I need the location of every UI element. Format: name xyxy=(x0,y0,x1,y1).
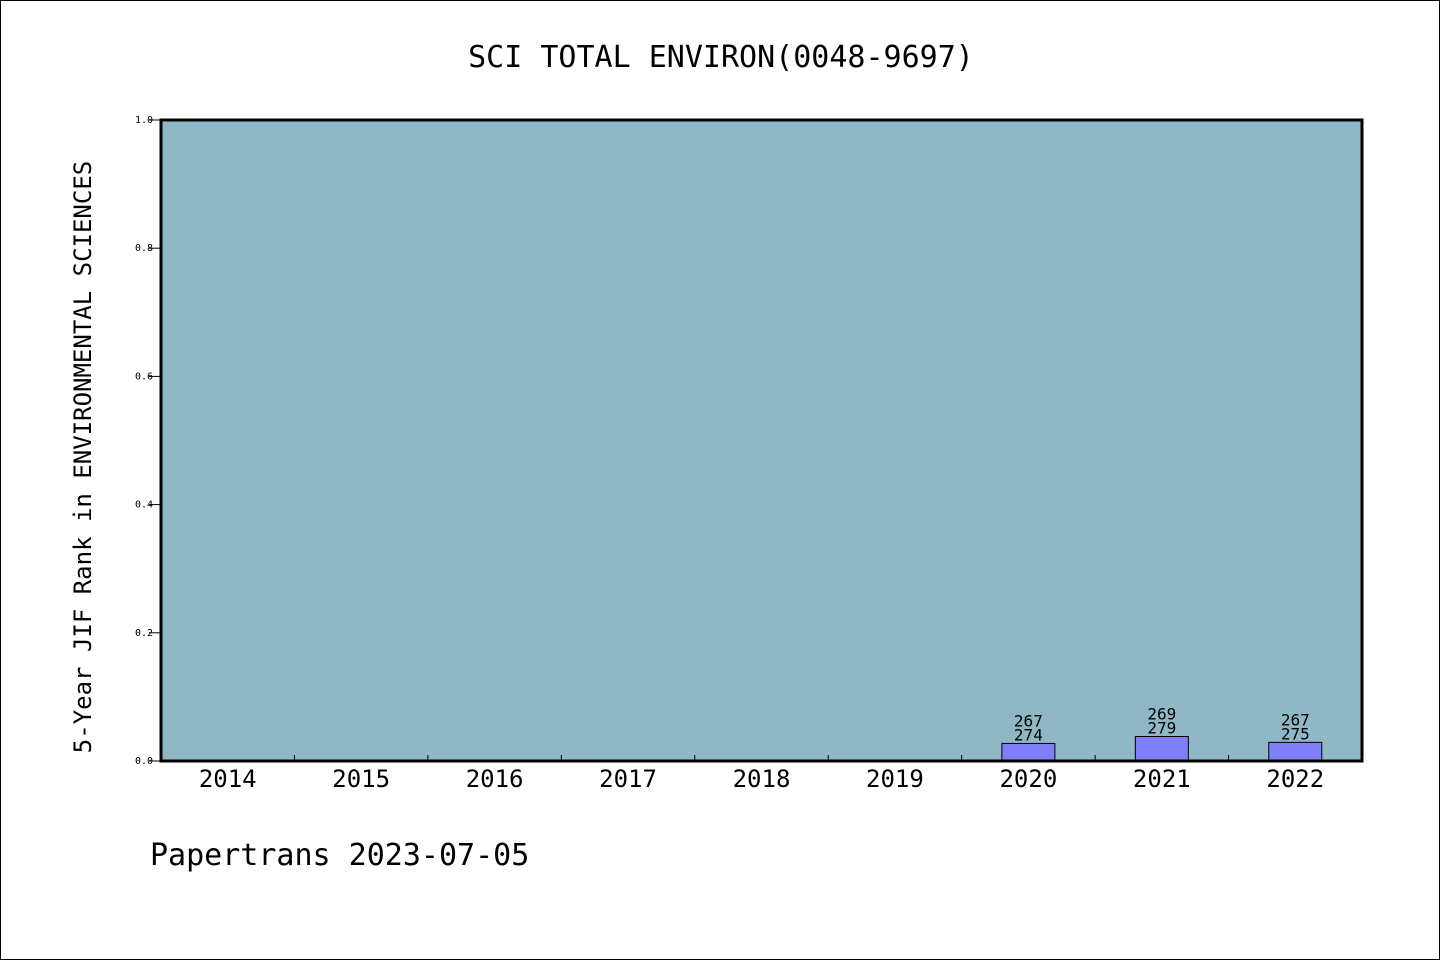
x-tick-label: 2018 xyxy=(733,765,791,793)
x-tick-label: 2022 xyxy=(1266,765,1324,793)
bar-label-rank: 269 xyxy=(1147,705,1176,724)
bar-label-total: 274 xyxy=(1014,725,1043,744)
plot-area xyxy=(161,120,1362,761)
x-tick-label: 2014 xyxy=(199,765,257,793)
y-tick-label: 0.2 xyxy=(135,628,153,639)
bar-2022 xyxy=(1268,741,1323,762)
y-tick-label: 0.6 xyxy=(135,371,153,382)
chart-title: SCI TOTAL ENVIRON(0048-9697) xyxy=(468,40,974,75)
y-tick-label: 0.0 xyxy=(135,756,153,767)
y-axis-label: 5-Year JIF Rank in ENVIRONMENTAL SCIENCE… xyxy=(69,161,97,753)
x-tick-label: 2015 xyxy=(332,765,390,793)
footer-credit: Papertrans 2023-07-05 xyxy=(150,838,529,873)
y-tick-label: 0.8 xyxy=(135,243,153,254)
x-tick-label: 2020 xyxy=(999,765,1057,793)
bar-label-total: 275 xyxy=(1281,724,1310,743)
bar-label-rank: 267 xyxy=(1014,711,1043,730)
bar-label-rank: 267 xyxy=(1281,710,1310,729)
plot-frame xyxy=(159,118,1364,763)
bar-2021 xyxy=(1134,736,1189,762)
y-tick-label: 0.4 xyxy=(135,500,153,511)
x-tick-label: 2016 xyxy=(466,765,524,793)
y-ticks-layer: 0.0 0.2 0.4 0.6 0.8 1.0 xyxy=(135,115,161,767)
y-tick-label: 1.0 xyxy=(135,115,153,126)
bars-layer xyxy=(1001,736,1323,762)
x-tick-label: 2017 xyxy=(599,765,657,793)
x-ticks-layer: 2014 2015 2016 2017 2018 2019 2020 2021 2022 xyxy=(199,755,1324,793)
bar-2020 xyxy=(1001,742,1056,762)
x-tick-label: 2021 xyxy=(1133,765,1191,793)
x-tick-label: 2019 xyxy=(866,765,924,793)
bar-label-total: 279 xyxy=(1147,719,1176,738)
